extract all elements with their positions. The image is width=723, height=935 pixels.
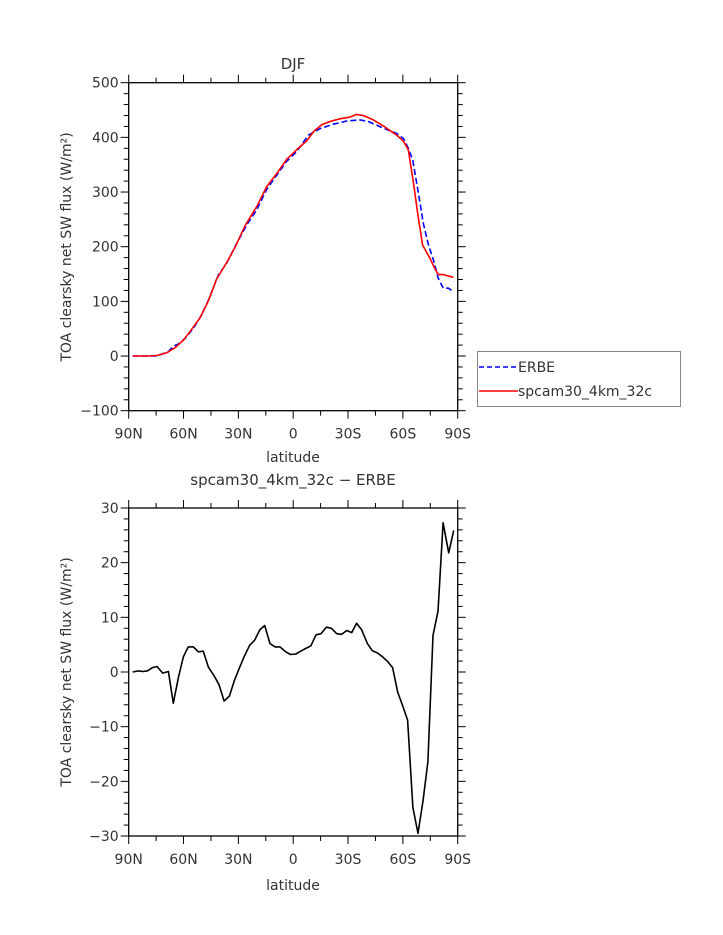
y-tick-label: 10 (101, 610, 119, 626)
legend-label-spcam: spcam30_4km_32c (518, 384, 652, 400)
y-tick-label: −10 (89, 720, 119, 736)
x-tick-label: 30S (335, 427, 362, 443)
y-tick-label: 0 (110, 349, 119, 365)
y-tick-label: −100 (80, 404, 118, 420)
y-tick-label: 20 (101, 556, 119, 572)
x-tick-label: 30N (224, 852, 252, 868)
top-y-axis-label: TOA clearsky net SW flux (W/m²) (59, 132, 75, 362)
legend-box (477, 351, 681, 407)
legend-label-erbe: ERBE (518, 360, 555, 376)
bottom-chart-title: spcam30_4km_32c − ERBE (190, 471, 395, 490)
series-line-erbe (132, 119, 454, 357)
y-tick-label: 0 (110, 665, 119, 681)
bottom-panel-difference: spcam30_4km_32c − ERBE TOA clearsky net … (59, 471, 471, 894)
plot-frame (128, 82, 459, 412)
top-chart-title: DJF (281, 55, 306, 73)
series-line-difference (132, 521, 455, 835)
series-line-spcam30-4km-32c (132, 113, 454, 357)
y-tick-label: 500 (92, 76, 119, 92)
x-tick-label: 90S (444, 852, 471, 868)
y-tick-label: 100 (92, 294, 119, 310)
bottom-y-axis-label: TOA clearsky net SW flux (W/m²) (59, 557, 75, 787)
x-tick-label: 30S (335, 852, 362, 868)
top-x-axis-label: latitude (266, 450, 320, 466)
x-tick-label: 60N (169, 427, 197, 443)
x-tick-label: 60S (390, 427, 417, 443)
x-tick-label: 90N (115, 427, 143, 443)
plot-frame (128, 507, 459, 837)
x-tick-label: 90S (444, 427, 471, 443)
legend: ERBE spcam30_4km_32c (477, 351, 681, 407)
top-panel-djf: DJF TOA clearsky net SW flux (W/m²) lati… (59, 55, 471, 466)
x-tick-label: 30N (224, 427, 252, 443)
x-tick-label: 90N (115, 852, 143, 868)
y-tick-label: −20 (89, 774, 119, 790)
x-tick-label: 60N (169, 852, 197, 868)
y-tick-label: −30 (89, 829, 119, 845)
y-tick-label: 300 (92, 185, 119, 201)
y-tick-label: 200 (92, 240, 119, 256)
y-tick-label: 30 (101, 501, 119, 517)
x-tick-label: 60S (390, 852, 417, 868)
bottom-x-axis-label: latitude (266, 878, 320, 894)
x-tick-label: 0 (289, 852, 298, 868)
y-tick-label: 400 (92, 130, 119, 146)
x-tick-label: 0 (289, 427, 298, 443)
